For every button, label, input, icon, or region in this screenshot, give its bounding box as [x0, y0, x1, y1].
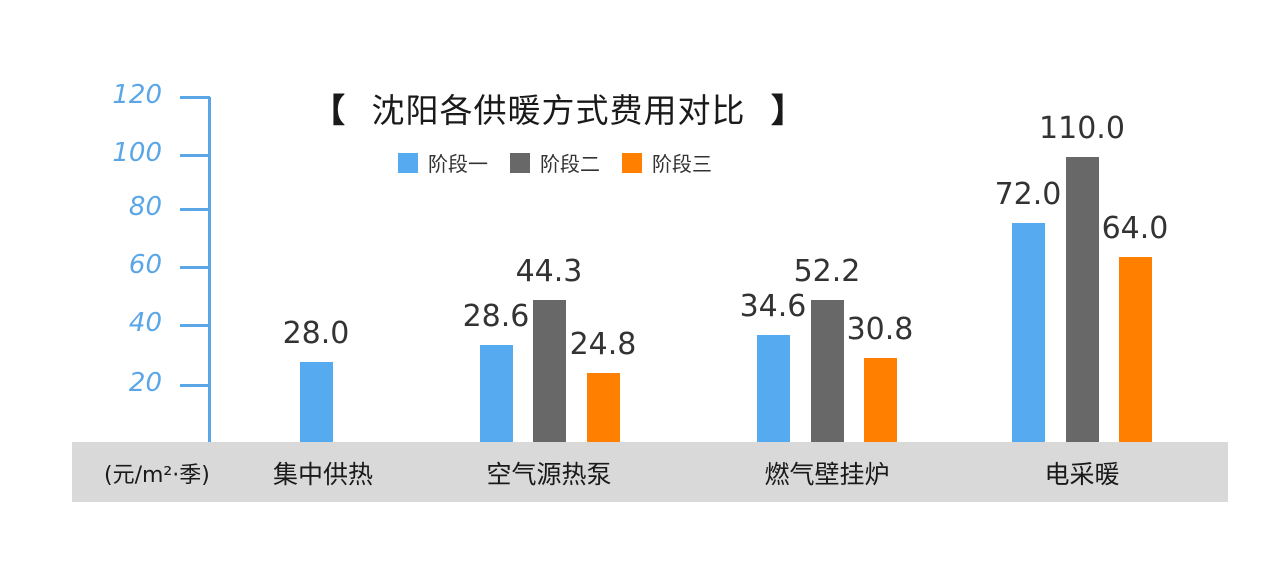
legend-item-3: 阶段三: [622, 148, 712, 177]
y-axis-line: [208, 97, 211, 442]
category-label: 空气源热泵: [486, 460, 612, 489]
legend-item-2: 阶段二: [510, 148, 600, 177]
bar-value-label: 110.0: [1039, 111, 1125, 146]
legend: 阶段一 阶段二 阶段三: [398, 148, 712, 177]
title-text: 沈阳各供暖方式费用对比: [371, 91, 746, 130]
bar-value-label: 24.8: [569, 327, 637, 362]
bar-1: [480, 345, 513, 442]
bar-value-label: 44.3: [515, 254, 583, 289]
bar-2: [533, 300, 566, 442]
bar-3: [864, 358, 897, 442]
bar-3: [587, 373, 620, 442]
y-tick: [180, 266, 210, 269]
chart-title: 【 沈阳各供暖方式费用对比 】: [312, 84, 805, 132]
bar-1: [1012, 223, 1045, 442]
bar-value-label: 34.6: [739, 289, 807, 324]
bar-value-label: 30.8: [846, 312, 914, 347]
unit-label: (元/m²·季): [104, 463, 210, 488]
y-tick-label: 120: [112, 80, 162, 110]
category-band: [72, 442, 1228, 502]
bar-1: [300, 362, 333, 442]
y-tick-label: 80: [128, 192, 162, 222]
y-tick-label: 20: [128, 368, 162, 398]
bar-value-label: 52.2: [793, 254, 861, 289]
bar-value-label: 64.0: [1101, 211, 1169, 246]
y-tick-label: 60: [128, 250, 162, 280]
legend-item-1: 阶段一: [398, 148, 488, 177]
bar-2: [811, 300, 844, 442]
bar-value-label: 28.0: [282, 316, 350, 351]
legend-label: 阶段一: [428, 152, 488, 176]
category-label: 电采暖: [1044, 460, 1120, 489]
bar-value-label: 28.6: [462, 299, 530, 334]
bar-1: [757, 335, 790, 442]
y-tick-label: 100: [112, 138, 162, 168]
legend-label: 阶段二: [540, 152, 600, 176]
bar-value-label: 72.0: [994, 177, 1062, 212]
legend-swatch: [510, 152, 530, 173]
bar-3: [1119, 257, 1152, 442]
y-tick-label: 40: [128, 308, 162, 338]
legend-swatch: [398, 152, 418, 173]
y-tick: [180, 324, 210, 327]
category-label: 集中供热: [272, 460, 373, 489]
y-tick: [180, 208, 210, 211]
category-label: 燃气壁挂炉: [764, 460, 890, 489]
y-tick: [180, 384, 210, 387]
title-bracket-close: 】: [771, 91, 805, 130]
bar-2: [1066, 157, 1099, 442]
title-bracket-open: 【: [312, 91, 346, 130]
legend-label: 阶段三: [652, 152, 712, 176]
legend-swatch: [622, 152, 642, 173]
y-tick: [180, 154, 210, 157]
y-tick: [180, 96, 210, 99]
